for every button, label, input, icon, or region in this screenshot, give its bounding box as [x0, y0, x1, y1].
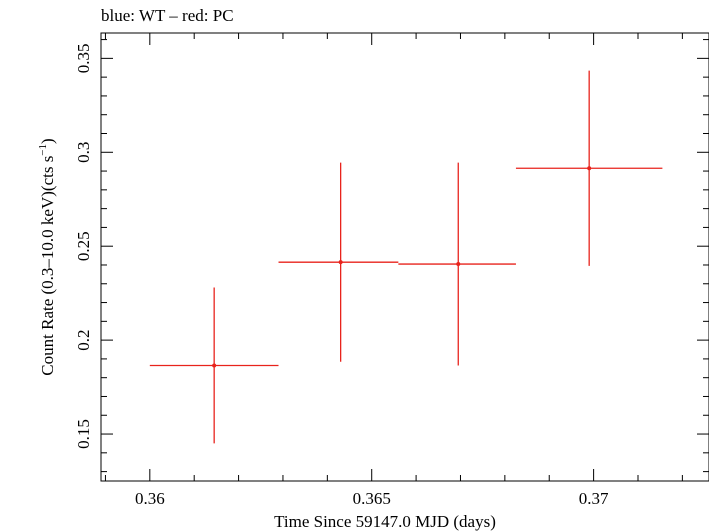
- x-tick-label: 0.36: [135, 489, 165, 508]
- point-marker: [456, 262, 461, 267]
- y-axis-label-exponent: −1: [37, 144, 49, 156]
- data-series-pc: [149, 70, 663, 444]
- y-axis-label-close: ): [38, 138, 57, 144]
- x-tick-label: 0.37: [579, 489, 609, 508]
- data-point: [149, 287, 279, 444]
- x-axis-ticks: 0.36 0.365 0.37: [104, 33, 683, 508]
- x-axis-label: Time Since 59147.0 MJD (days): [274, 512, 496, 531]
- point-marker: [338, 260, 343, 265]
- y-axis-label-main: Count Rate (0.3–10.0 keV)(cts s: [38, 156, 57, 376]
- y-axis-label: Count Rate (0.3–10.0 keV)(cts s−1): [37, 138, 57, 375]
- y-axis-ticks: 0.15 0.2 0.25 0.3 0.35: [74, 39, 709, 473]
- chart-title: blue: WT – red: PC: [101, 6, 234, 25]
- y-tick-label: 0.15: [74, 419, 93, 449]
- y-tick-label: 0.2: [74, 329, 93, 350]
- point-marker: [587, 166, 592, 171]
- data-point: [515, 70, 663, 266]
- y-tick-label: 0.3: [74, 142, 93, 163]
- y-tick-label: 0.35: [74, 43, 93, 73]
- plot-frame: [100, 32, 709, 482]
- point-marker: [212, 363, 217, 368]
- data-point: [278, 162, 399, 362]
- data-point: [398, 162, 516, 366]
- y-tick-label: 0.25: [74, 231, 93, 261]
- x-tick-label: 0.365: [353, 489, 391, 508]
